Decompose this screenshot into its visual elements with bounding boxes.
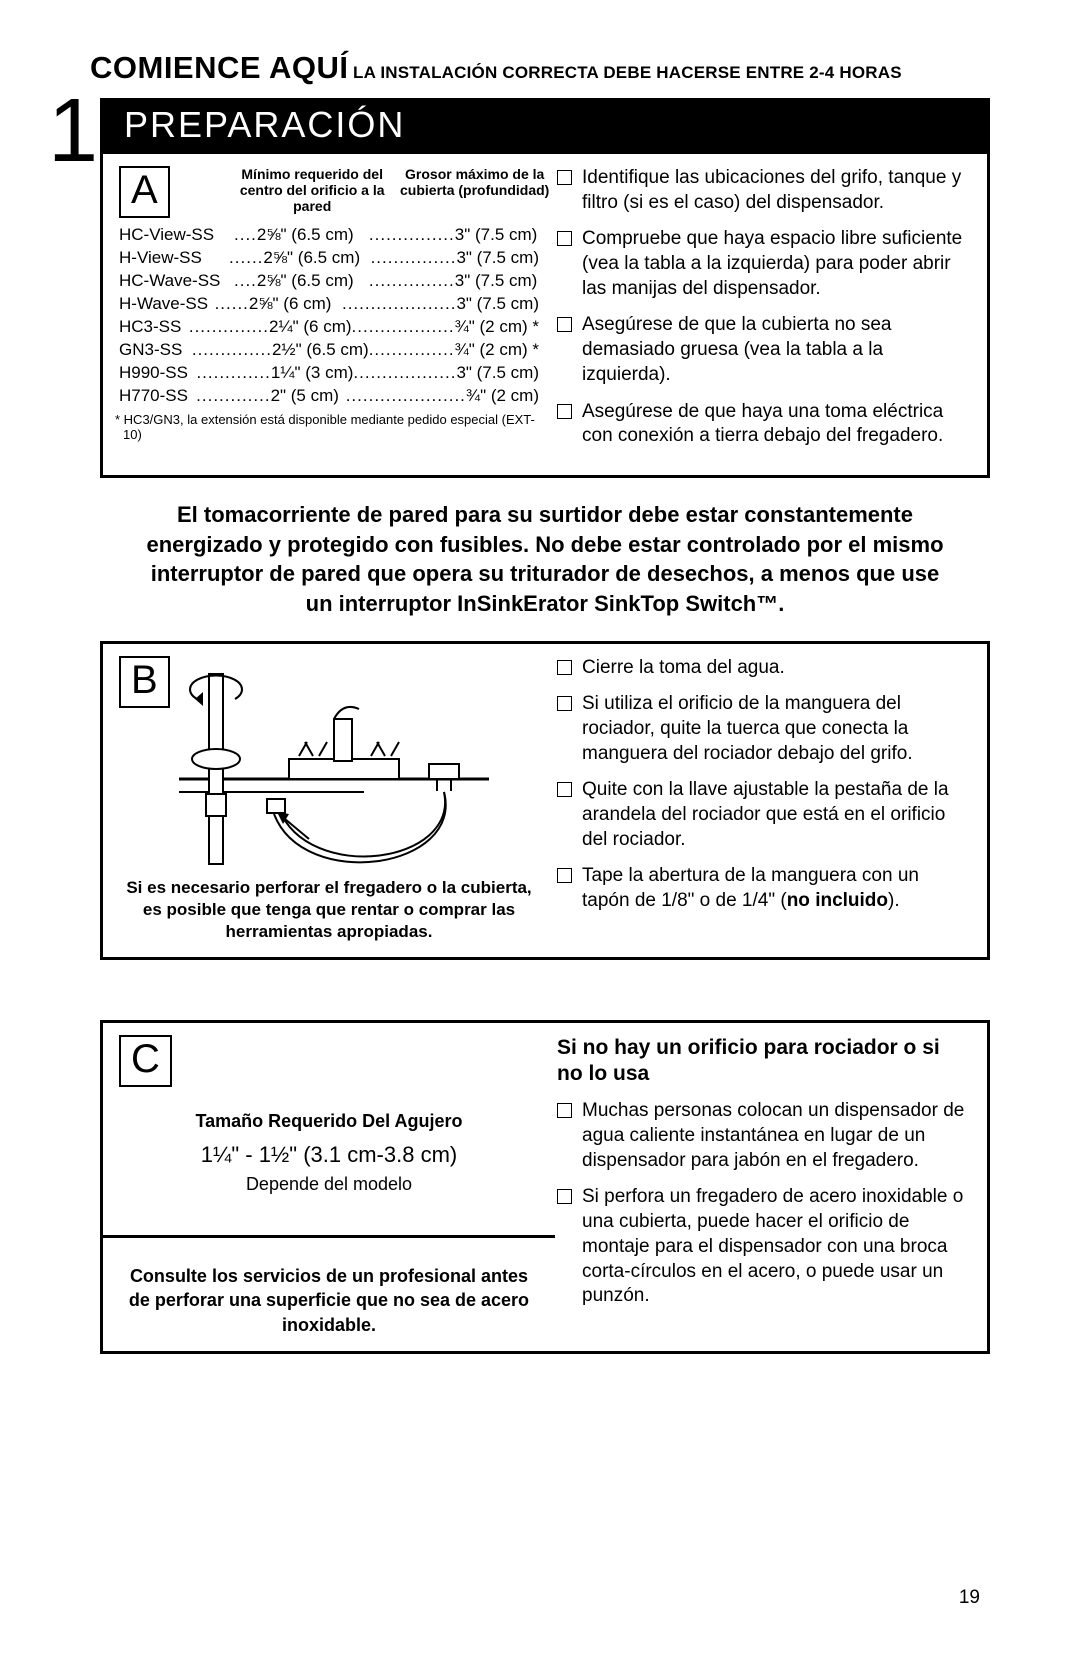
table-row: GN3-SS.............. 2½" (6.5 cm) ......… xyxy=(119,339,539,362)
checklist-item: Asegúrese de que la cubierta no sea dema… xyxy=(557,313,971,387)
checklist-item: Compruebe que haya espacio libre suficie… xyxy=(557,227,971,301)
checkbox-icon xyxy=(557,782,572,797)
checklist-item: Cierre la toma del agua. xyxy=(557,656,971,681)
box-c-note: Consulte los servicios de un profesional… xyxy=(119,1264,539,1337)
checklist-item: Asegúrese de que haya una toma eléctrica… xyxy=(557,400,971,449)
page-heading: COMIENCE AQUÍ LA INSTALACIÓN CORRECTA DE… xyxy=(90,50,990,86)
checkbox-icon xyxy=(557,660,572,675)
checklist-b: Cierre la toma del agua. Si utiliza el or… xyxy=(557,656,971,914)
checklist-item: Tape la abertura de la manguera con un t… xyxy=(557,864,971,913)
table-row: HC-View-SS.... 2⅝" (6.5 cm) ............… xyxy=(119,224,539,247)
table-row: H-Wave-SS...... 2⅝" (6 cm) .............… xyxy=(119,293,539,316)
checklist-c: Muchas personas colocan un dispensador d… xyxy=(557,1099,971,1309)
checkbox-icon xyxy=(557,868,572,883)
checkbox-icon xyxy=(557,317,572,332)
checklist-item: Quite con la llave ajustable la pestaña … xyxy=(557,778,971,852)
checkbox-icon xyxy=(557,696,572,711)
heading-big: COMIENCE AQUÍ xyxy=(90,50,349,85)
box-c: C Tamaño Requerido Del Agujero 1¼" - 1½"… xyxy=(100,1020,990,1354)
spec-table: HC-View-SS.... 2⅝" (6.5 cm) ............… xyxy=(119,224,539,408)
table-row: HC-Wave-SS.... 2⅝" (6.5 cm) ............… xyxy=(119,270,539,293)
checklist-text: Asegúrese de que la cubierta no sea dema… xyxy=(582,313,971,387)
page-number: 19 xyxy=(959,1587,980,1609)
checklist-item: Si utiliza el orificio de la manguera de… xyxy=(557,692,971,766)
letter-a-badge: A xyxy=(119,166,170,218)
table-header-2: Grosor máximo de la cubierta (profundida… xyxy=(400,166,550,214)
hole-depends: Depende del modelo xyxy=(119,1174,539,1195)
sink-diagram xyxy=(159,664,499,869)
section-c-heading: Si no hay un orificio para rociador o si… xyxy=(557,1035,971,1088)
checklist-text: Compruebe que haya espacio libre suficie… xyxy=(582,227,971,301)
warning-paragraph: El tomacorriente de pared para su surtid… xyxy=(140,500,950,619)
step-number: 1 xyxy=(48,86,94,176)
checklist-text: Si utiliza el orificio de la manguera de… xyxy=(582,692,971,766)
checklist-text: Tape la abertura de la manguera con un t… xyxy=(582,864,971,913)
table-row: HC3-SS.............. 2¼" (6 cm) ........… xyxy=(119,316,539,339)
section-title-band: PREPARACIÓN xyxy=(100,98,990,154)
checklist-item: Muchas personas colocan un dispensador d… xyxy=(557,1099,971,1173)
hole-size-title: Tamaño Requerido Del Agujero xyxy=(119,1111,539,1132)
table-footnote: * HC3/GN3, la extensión está disponible … xyxy=(119,412,539,442)
checklist-text: Cierre la toma del agua. xyxy=(582,656,785,681)
table-row: H-View-SS...... 2⅝" (6.5 cm) ...........… xyxy=(119,247,539,270)
checklist-text: Si perfora un fregadero de acero inoxida… xyxy=(582,1185,971,1308)
checkbox-icon xyxy=(557,1103,572,1118)
box-b: B xyxy=(100,641,990,960)
box-b-note: Si es necesario perforar el fregadero o … xyxy=(119,877,539,943)
table-header-1: Mínimo requerido del centro del orificio… xyxy=(225,166,400,214)
checkbox-icon xyxy=(557,404,572,419)
hole-size-value: 1¼" - 1½" (3.1 cm-3.8 cm) xyxy=(119,1142,539,1168)
checklist-text: Asegúrese de que haya una toma eléctrica… xyxy=(582,400,971,449)
divider xyxy=(103,1235,555,1238)
checklist-a: Identifique las ubicaciones del grifo, t… xyxy=(557,166,971,449)
table-row: H770-SS............. 2" (5 cm) .........… xyxy=(119,385,539,408)
checklist-item: Identifique las ubicaciones del grifo, t… xyxy=(557,166,971,215)
letter-b-badge: B xyxy=(119,656,170,708)
table-row: H990-SS............. 1¼" (3 cm) ........… xyxy=(119,362,539,385)
box-a: A Mínimo requerido del centro del orific… xyxy=(100,154,990,478)
checkbox-icon xyxy=(557,231,572,246)
checklist-item: Si perfora un fregadero de acero inoxida… xyxy=(557,1185,971,1308)
checklist-text: Muchas personas colocan un dispensador d… xyxy=(582,1099,971,1173)
heading-small: LA INSTALACIÓN CORRECTA DEBE HACERSE ENT… xyxy=(353,63,902,82)
checklist-text: Identifique las ubicaciones del grifo, t… xyxy=(582,166,971,215)
checkbox-icon xyxy=(557,1189,572,1204)
checklist-text: Quite con la llave ajustable la pestaña … xyxy=(582,778,971,852)
letter-c-badge: C xyxy=(119,1035,172,1087)
checkbox-icon xyxy=(557,170,572,185)
